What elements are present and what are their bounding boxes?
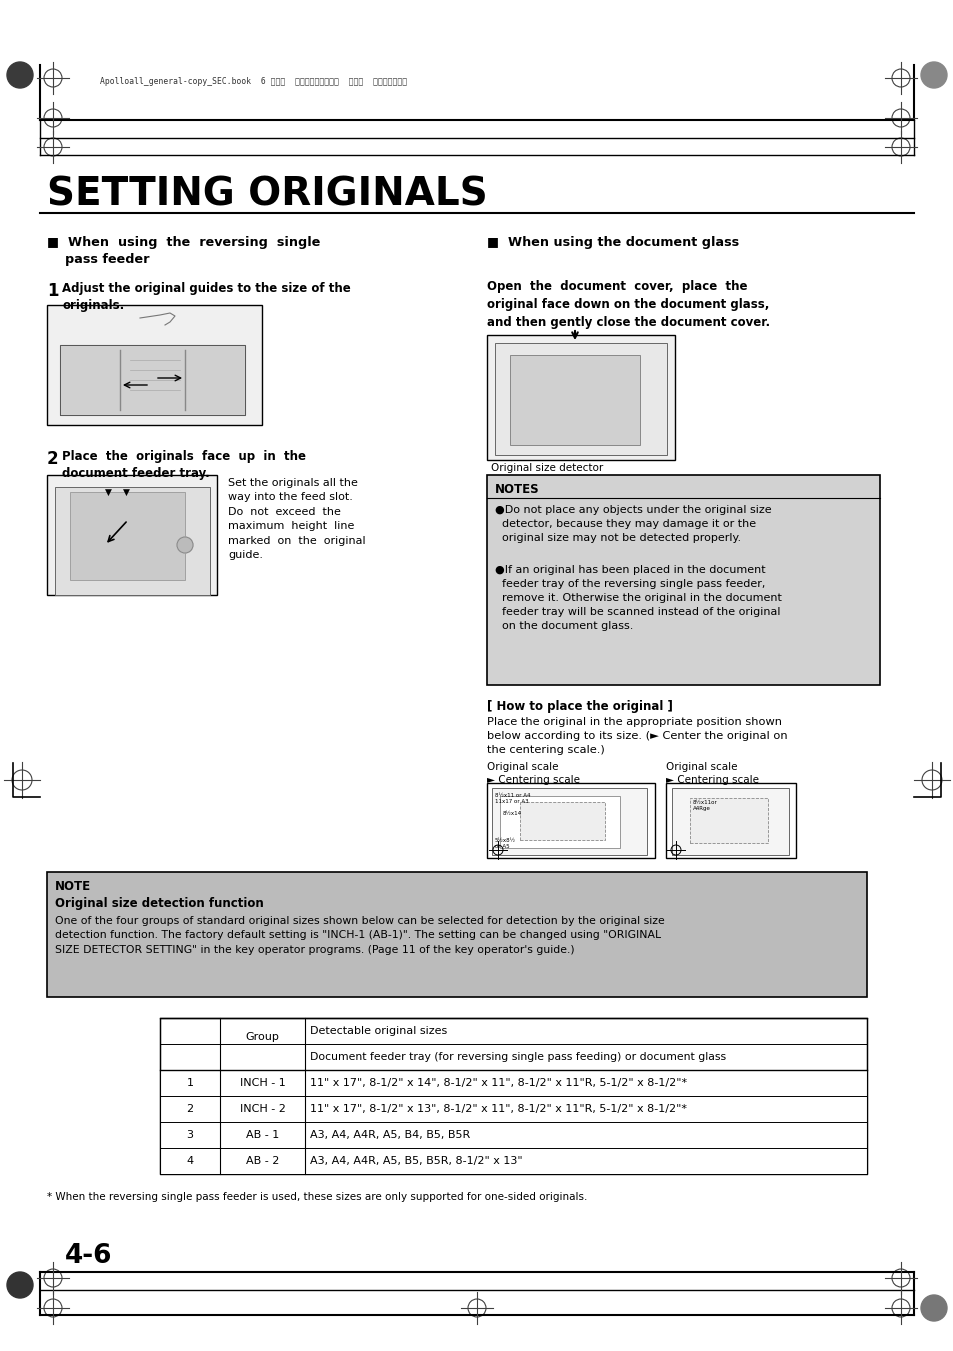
Bar [160, 1121, 866, 1148]
Text: Group: Group [245, 1032, 279, 1042]
Bar [55, 486, 210, 594]
Polygon shape [60, 345, 245, 415]
Text: ► Centering scale: ► Centering scale [665, 775, 759, 785]
Text: Original scale: Original scale [665, 762, 737, 771]
Text: 11" x 17", 8-1/2" x 13", 8-1/2" x 11", 8-1/2" x 11"R, 5-1/2" x 8-1/2"*: 11" x 17", 8-1/2" x 13", 8-1/2" x 11", 8… [310, 1104, 686, 1115]
Text: * When the reversing single pass feeder is used, these sizes are only supported : * When the reversing single pass feeder … [47, 1192, 587, 1202]
Text: A3, A4, A4R, A5, B5, B5R, 8-1/2" x 13": A3, A4, A4R, A5, B5, B5R, 8-1/2" x 13" [310, 1156, 522, 1166]
Text: 4: 4 [186, 1156, 193, 1166]
Text: Place  the  originals  face  up  in  the
document feeder tray.: Place the originals face up in the docum… [62, 450, 306, 480]
Text: Original scale: Original scale [486, 762, 558, 771]
Bar [665, 784, 795, 858]
Bar [495, 343, 666, 455]
Text: A3, A4, A4R, A5, B4, B5, B5R: A3, A4, A4R, A5, B4, B5, B5R [310, 1129, 470, 1140]
Bar [486, 476, 879, 685]
Text: Apolloall_general-copy_SEC.book  6 ページ  ２００４年９月６日  月曜日  午後４時５７分: Apolloall_general-copy_SEC.book 6 ページ ２０… [100, 77, 407, 86]
Text: 8½x11or
A4Rge: 8½x11or A4Rge [692, 800, 717, 811]
Bar [160, 1148, 866, 1174]
Bar [160, 1070, 866, 1096]
Text: NOTES: NOTES [495, 484, 539, 496]
Bar [47, 476, 216, 594]
Text: NOTE: NOTE [55, 880, 91, 893]
Text: 4-6: 4-6 [65, 1243, 112, 1269]
Text: 11" x 17", 8-1/2" x 14", 8-1/2" x 11", 8-1/2" x 11"R, 5-1/2" x 8-1/2"*: 11" x 17", 8-1/2" x 14", 8-1/2" x 11", 8… [310, 1078, 686, 1088]
Circle shape [7, 62, 33, 88]
Circle shape [920, 62, 946, 88]
Text: 8½x14: 8½x14 [502, 811, 521, 816]
Text: ●If an original has been placed in the document
  feeder tray of the reversing s: ●If an original has been placed in the d… [495, 565, 781, 631]
Text: 1: 1 [186, 1078, 193, 1088]
Text: INCH - 2: INCH - 2 [239, 1104, 285, 1115]
Bar [160, 1019, 866, 1174]
Bar [486, 784, 655, 858]
Text: 1: 1 [47, 282, 58, 300]
Text: AB - 1: AB - 1 [246, 1129, 279, 1140]
Text: Original size detector: Original size detector [491, 463, 602, 473]
Text: SETTING ORIGINALS: SETTING ORIGINALS [47, 176, 487, 213]
Text: [ How to place the original ]: [ How to place the original ] [486, 700, 672, 713]
Bar [492, 788, 646, 855]
Text: Original size detection function: Original size detection function [55, 897, 263, 911]
Circle shape [920, 1296, 946, 1321]
Bar [160, 1096, 866, 1121]
Text: Adjust the original guides to the size of the
originals.: Adjust the original guides to the size o… [62, 282, 351, 312]
Text: ●Do not place any objects under the original size
  detector, because they may d: ●Do not place any objects under the orig… [495, 505, 771, 543]
Bar [671, 788, 788, 855]
Bar [486, 335, 675, 459]
Text: One of the four groups of standard original sizes shown below can be selected fo: One of the four groups of standard origi… [55, 916, 664, 955]
Text: ► Centering scale: ► Centering scale [486, 775, 579, 785]
Text: ■  When using the document glass: ■ When using the document glass [486, 236, 739, 249]
Text: AB - 2: AB - 2 [246, 1156, 279, 1166]
Text: Open  the  document  cover,  place  the
original face down on the document glass: Open the document cover, place the origi… [486, 280, 769, 330]
Text: ▼: ▼ [122, 488, 130, 497]
Text: Set the originals all the
way into the feed slot.
Do  not  exceed  the
maximum  : Set the originals all the way into the f… [228, 478, 365, 561]
Bar [70, 492, 185, 580]
Text: Place the original in the appropriate position shown
below according to its size: Place the original in the appropriate po… [486, 717, 787, 755]
Text: Document feeder tray (for reversing single pass feeding) or document glass: Document feeder tray (for reversing sing… [310, 1052, 725, 1062]
Bar [47, 305, 262, 426]
Circle shape [7, 1273, 33, 1298]
Bar [519, 802, 604, 840]
Text: 5½x8½
or A5: 5½x8½ or A5 [495, 838, 516, 848]
Text: 8½x11 or A4
11x17 or A3: 8½x11 or A4 11x17 or A3 [495, 793, 530, 804]
Text: Detectable original sizes: Detectable original sizes [310, 1025, 447, 1036]
Text: INCH - 1: INCH - 1 [239, 1078, 285, 1088]
Text: ▼: ▼ [105, 488, 112, 497]
Bar [689, 798, 767, 843]
Text: ■  When  using  the  reversing  single
    pass feeder: ■ When using the reversing single pass f… [47, 236, 320, 266]
Bar [510, 355, 639, 444]
Bar [47, 871, 866, 997]
Circle shape [177, 536, 193, 553]
Text: 2: 2 [186, 1104, 193, 1115]
Bar [499, 796, 619, 848]
Text: 3: 3 [186, 1129, 193, 1140]
Text: 2: 2 [47, 450, 58, 467]
